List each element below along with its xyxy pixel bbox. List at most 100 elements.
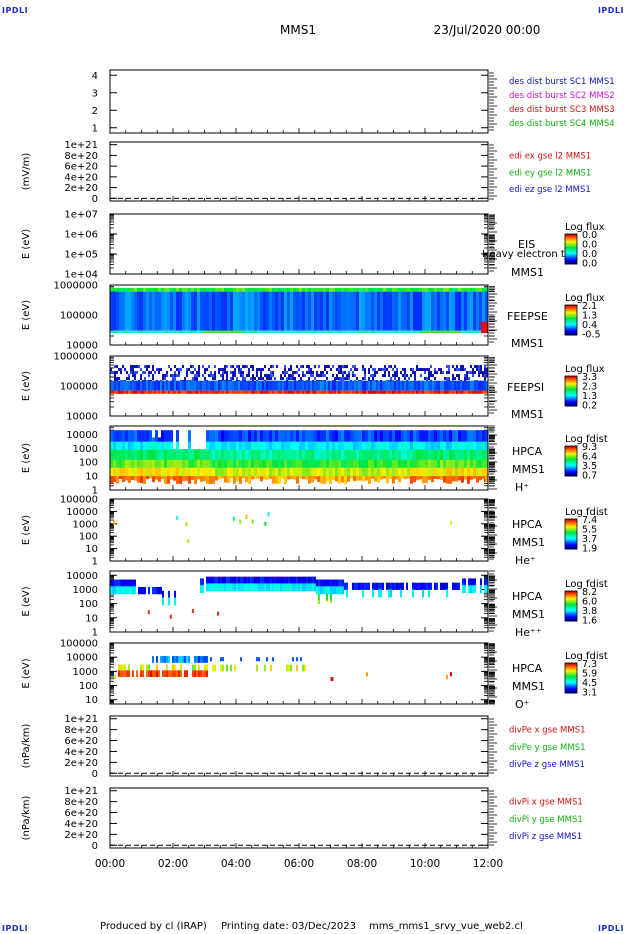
heatmap-cell [392, 330, 395, 334]
heatmap-cell [232, 374, 234, 378]
heatmap-cell [242, 377, 244, 381]
heatmap-cell [278, 380, 280, 391]
heatmap-cell [246, 374, 248, 378]
heatmap-cell [266, 287, 269, 292]
colorbar-swatch [565, 617, 577, 619]
heatmap-cell [170, 368, 172, 372]
heatmap-cell [232, 380, 234, 391]
heatmap-cell [344, 377, 346, 381]
heatmap-cell [314, 390, 316, 394]
heatmap-cell [395, 430, 398, 443]
heatmap-cell [126, 390, 128, 394]
heatmap-cell [446, 371, 448, 375]
heatmap-cell [368, 390, 370, 394]
heatmap-cell [202, 670, 204, 678]
heatmap-cell [380, 330, 383, 334]
heatmap-cell [362, 449, 365, 461]
heatmap-cell [312, 583, 314, 592]
y-tick-label: 100 [79, 458, 98, 469]
colorbar-frame [564, 233, 578, 265]
heatmap-cell [338, 459, 341, 469]
heatmap-cell [386, 467, 389, 477]
heatmap-cell [428, 476, 431, 480]
heatmap-cell [467, 441, 470, 451]
heatmap-cell [236, 390, 238, 394]
heatmap-cell [134, 449, 137, 461]
heatmap-cell [152, 441, 155, 451]
heatmap-cell [338, 368, 340, 372]
heatmap-cell [484, 368, 486, 372]
colorbar-swatch [565, 244, 577, 246]
heatmap-cell [413, 467, 416, 477]
heatmap-cell [454, 377, 456, 381]
heatmap-cell [404, 330, 407, 334]
heatmap-cell [322, 579, 324, 587]
heatmap-cell [209, 330, 212, 334]
colorbar-swatch [565, 683, 577, 685]
heatmap-cell [174, 374, 176, 378]
heatmap-cell [256, 380, 258, 391]
colorbar-swatch [565, 677, 577, 679]
heatmap-cell [468, 371, 470, 375]
legend-entry: des dist burst SC2 MMS2 [509, 91, 615, 101]
heatmap-cell [442, 371, 444, 375]
heatmap-cell [350, 449, 353, 461]
heatmap-cell [428, 459, 431, 469]
footer-printing-date: Printing date: 03/Dec/2023 [221, 921, 356, 932]
heatmap-cell [347, 449, 350, 461]
heatmap-cell [470, 291, 473, 331]
heatmap-cell [353, 476, 356, 482]
heatmap-cell [371, 476, 374, 479]
heatmap-cell [230, 576, 232, 584]
heatmap-cell [458, 467, 461, 477]
heatmap-cell [401, 287, 404, 292]
heatmap-cell [191, 287, 194, 292]
heatmap-cell [208, 374, 210, 378]
heatmap-cell [236, 459, 239, 469]
heatmap-cell [476, 467, 479, 477]
colorbar-swatch [565, 542, 577, 544]
colorbar-swatch [565, 682, 577, 684]
heatmap-cell [484, 377, 486, 381]
heatmap-cell [131, 476, 134, 480]
heatmap-cell [161, 467, 164, 477]
heatmap-cell [110, 459, 113, 469]
heatmap-cell [125, 291, 128, 331]
series-hpca_o [114, 656, 452, 682]
heatmap-cell [460, 368, 462, 372]
heatmap-cell [406, 374, 408, 378]
heatmap-cell [318, 365, 320, 369]
heatmap-cell [458, 476, 461, 481]
heatmap-cell [179, 287, 182, 292]
heatmap-cell [170, 459, 173, 469]
heatmap-cell [364, 380, 366, 391]
heatmap-cell [486, 380, 488, 391]
heatmap-cell [425, 430, 428, 443]
heatmap-cell [328, 380, 330, 391]
heatmap-cell [446, 390, 448, 394]
heatmap-cell [425, 330, 428, 334]
colorbar-swatch [565, 389, 577, 391]
heatmap-cell [254, 467, 257, 477]
heatmap-cell [473, 330, 476, 334]
heatmap-cell [335, 476, 338, 482]
heatmap-cell [252, 368, 254, 372]
heatmap-cell [390, 365, 392, 369]
heatmap-cell [260, 377, 262, 381]
heatmap-cell [170, 476, 173, 480]
heatmap-cell [335, 467, 338, 477]
heatmap-cell [484, 390, 486, 394]
heatmap-cell [215, 291, 218, 331]
heatmap-cell [458, 330, 461, 334]
heatmap-cell [266, 330, 269, 334]
heatmap-cell [264, 390, 266, 394]
heatmap-cell [422, 589, 424, 598]
colorbar-tick-label: 0.0 [582, 249, 597, 260]
heatmap-cell [398, 330, 401, 334]
heatmap-cell [164, 467, 167, 477]
heatmap-cell [424, 380, 426, 391]
